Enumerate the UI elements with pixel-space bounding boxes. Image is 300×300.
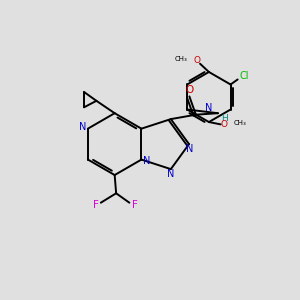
Text: CH₃: CH₃: [233, 120, 246, 126]
Text: O: O: [221, 120, 228, 129]
Text: N: N: [79, 122, 86, 132]
Text: N: N: [206, 103, 213, 113]
Text: F: F: [132, 200, 138, 210]
Text: O: O: [185, 85, 194, 95]
Text: F: F: [93, 200, 98, 210]
Text: H: H: [221, 114, 228, 123]
Text: N: N: [186, 144, 193, 154]
Text: N: N: [167, 169, 175, 179]
Text: Cl: Cl: [240, 71, 249, 81]
Text: N: N: [143, 156, 150, 166]
Text: CH₃: CH₃: [175, 56, 188, 62]
Text: O: O: [193, 56, 200, 65]
